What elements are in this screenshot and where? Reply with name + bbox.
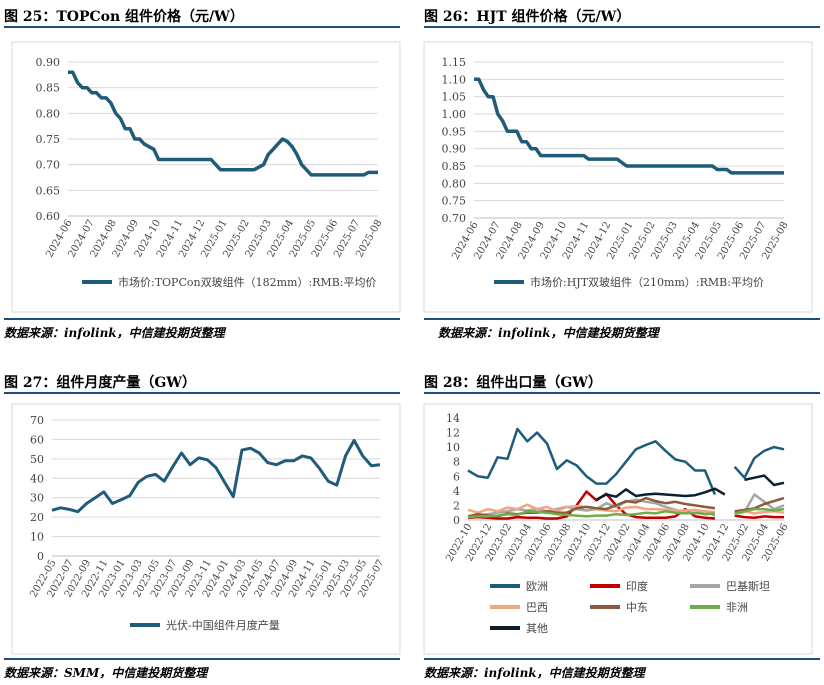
y-tick-label: 0.70	[36, 159, 61, 172]
figure-28-source-rule	[424, 658, 820, 660]
y-tick-label: 0.90	[442, 143, 467, 156]
figure-25-source-rule	[4, 318, 400, 320]
figure-25-source: 数据来源：infolink，中信建投期货整理	[4, 326, 225, 340]
y-tick-label: 20	[30, 511, 44, 524]
y-tick-label: 6	[453, 470, 460, 483]
chart-frame	[11, 41, 401, 313]
y-tick-label: 0.85	[36, 82, 61, 95]
y-tick-label: 0.60	[36, 210, 61, 223]
hjt-price-chart: 0.70 0.75 0.80 0.85 0.90 0.95 1.00 1.05 1.10 1.15…	[423, 41, 813, 313]
y-tick-label: 0.90	[36, 56, 61, 69]
y-tick-label: 10	[30, 531, 44, 544]
figure-25-title-rule	[4, 26, 400, 28]
figure-27-title: 图 27：组件月度产量（GW）	[4, 375, 197, 391]
y-tick-label: 30	[30, 492, 44, 505]
legend-label: 巴基斯坦	[726, 579, 770, 593]
y-tick-label: 50	[30, 453, 44, 466]
series-line	[68, 70, 378, 177]
legend-label: 欧洲	[526, 580, 548, 593]
y-tick-label: 8	[453, 456, 460, 469]
figure-28-title-rule	[424, 392, 820, 394]
series-line	[595, 487, 726, 501]
series-line	[734, 514, 784, 520]
series-line	[467, 490, 715, 520]
series-line	[734, 507, 785, 515]
series-line	[744, 474, 785, 487]
y-tick-label: 0	[453, 514, 460, 527]
figure-26-title-rule	[424, 26, 820, 28]
legend-label: 印度	[626, 579, 648, 593]
y-tick-label: 0.70	[442, 212, 467, 225]
y-tick-label: 0	[37, 550, 44, 563]
figure-28-title: 图 28：组件出口量（GW）	[424, 375, 603, 391]
series-line	[474, 77, 784, 175]
module-export-chart: 024681012142022-102022-122023-022023-042…	[423, 403, 813, 655]
y-tick-label: 70	[30, 414, 44, 427]
series-line	[467, 427, 717, 495]
series-line	[467, 510, 716, 519]
series-line	[733, 445, 785, 479]
series-line	[51, 438, 381, 514]
chart-frame	[423, 41, 813, 313]
legend-label: 光伏-中国组件月度产量	[166, 618, 280, 632]
y-tick-label: 60	[30, 433, 44, 446]
figure-27-source-rule	[4, 658, 400, 660]
module-production-chart: 0102030405060702022-052022-072022-092022…	[11, 403, 401, 655]
y-tick-label: 0.95	[442, 125, 467, 138]
legend-label: 市场价:TOPCon双玻组件（182mm）:RMB:平均价	[118, 275, 376, 289]
topcon-price-chart: 0.600.650.700.750.800.850.902024-062024-…	[11, 41, 401, 313]
y-tick-label: 0.85	[442, 160, 467, 173]
legend-label: 市场价:HJT双玻组件（210mm）:RMB:平均价	[530, 275, 764, 289]
y-tick-label: 0.75	[442, 195, 467, 208]
figure-25-title: 图 25：TOPCon 组件价格（元/W）	[4, 9, 244, 25]
figure-26-source: 数据来源：infolink，中信建投期货整理	[438, 326, 659, 340]
series-line	[734, 496, 785, 513]
figure-26-source-rule	[424, 318, 820, 320]
y-tick-label: 0.75	[36, 133, 61, 146]
y-tick-label: 1.00	[442, 108, 467, 121]
y-tick-label: 0.65	[36, 184, 61, 197]
y-tick-label: 40	[30, 472, 44, 485]
y-tick-label: 14	[446, 412, 460, 425]
figure-28-source: 数据来源：infolink，中信建投期货整理	[424, 666, 645, 680]
y-tick-label: 1.15	[442, 56, 467, 69]
figure-26-title: 图 26：HJT 组件价格（元/W）	[424, 9, 631, 25]
y-tick-label: 0.80	[442, 177, 467, 190]
figure-27-source: 数据来源：SMM，中信建投期货整理	[4, 666, 208, 680]
y-tick-label: 10	[446, 441, 460, 454]
figure-27-title-rule	[4, 392, 400, 394]
y-tick-label: 4	[453, 485, 460, 498]
legend-label: 中东	[626, 601, 648, 614]
y-tick-label: 1.05	[442, 91, 467, 104]
y-tick-label: 1.10	[442, 73, 467, 86]
legend-label: 巴西	[526, 601, 548, 614]
legend-label: 其他	[526, 622, 548, 635]
chart-frame	[11, 403, 401, 655]
y-tick-label: 0.80	[36, 107, 61, 120]
legend-label: 非洲	[726, 601, 748, 614]
chart-frame	[423, 403, 813, 655]
y-tick-label: 12	[446, 427, 460, 440]
y-tick-label: 2	[453, 499, 460, 512]
